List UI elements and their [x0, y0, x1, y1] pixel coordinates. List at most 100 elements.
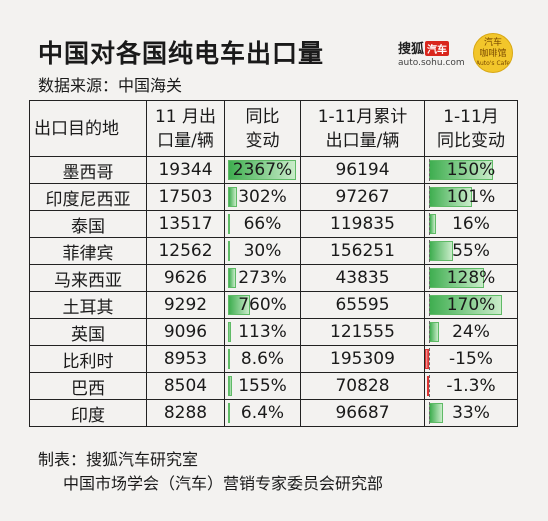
ytd-volume-cell: 119835 [300, 210, 425, 238]
auto-cafe-logo-line3: Auto's Cafe [475, 60, 511, 67]
sohu-url: auto.sohu.com [398, 58, 465, 68]
header-nov-volume: 11 月出 口量/辆 [146, 100, 225, 157]
ytd-yoy-cell: 55% [424, 237, 518, 265]
nov-yoy-bar [228, 187, 237, 207]
ytd-yoy-cell: 33% [424, 399, 518, 427]
ytd-yoy-axis [429, 213, 430, 235]
country-cell: 马来西亚 [29, 264, 147, 292]
nov-yoy-bar [228, 322, 232, 342]
ytd-volume-cell: 65595 [300, 291, 425, 319]
header-ytd-volume: 1-11月累计 出口量/辆 [300, 100, 425, 157]
table-header-row: 出口目的地 11 月出 口量/辆 同比 变动 1-11月累计 出口量/辆 1-11月同… [29, 100, 518, 157]
sohu-auto-logo: 搜狐 汽车 auto.sohu.com [398, 38, 466, 68]
nov-yoy-cell: 6.4% [224, 399, 301, 427]
header-nov-yoy: 同比 变动 [224, 100, 301, 157]
ytd-volume-cell: 97267 [300, 183, 425, 211]
data-source: 数据来源：中国海关 [38, 76, 183, 95]
table-row: 土耳其 9292 760% 65595 170% [29, 291, 518, 319]
table-row: 印度尼西亚 17503 302% 97267 101% [29, 183, 518, 211]
nov-yoy-cell: 2367% [224, 156, 301, 184]
nov-yoy-cell: 66% [224, 210, 301, 238]
ytd-yoy-cell: 170% [424, 291, 518, 319]
ytd-volume-cell: 195309 [300, 345, 425, 373]
ytd-volume-cell: 70828 [300, 372, 425, 400]
nov-yoy-bar [228, 241, 230, 261]
country-cell: 英国 [29, 318, 147, 346]
country-cell: 土耳其 [29, 291, 147, 319]
nov-yoy-cell: 8.6% [224, 345, 301, 373]
country-cell: 印度尼西亚 [29, 183, 147, 211]
nov-volume-cell: 9292 [146, 291, 225, 319]
nov-volume-cell: 8953 [146, 345, 225, 373]
ytd-yoy-bar [425, 349, 429, 369]
nov-yoy-bar [228, 295, 250, 315]
nov-yoy-bar [228, 349, 230, 369]
nov-yoy-bar [228, 160, 296, 180]
nov-yoy-cell: 113% [224, 318, 301, 346]
nov-volume-cell: 9096 [146, 318, 225, 346]
ytd-yoy-axis [429, 267, 430, 289]
table-row: 比利时 8953 8.6% 195309 -15% [29, 345, 518, 373]
nov-volume-cell: 8288 [146, 399, 225, 427]
ytd-yoy-axis [429, 240, 430, 262]
table-row: 印度 8288 6.4% 96687 33% [29, 399, 518, 427]
ytd-yoy-axis [429, 159, 430, 181]
ytd-yoy-bar [429, 214, 436, 234]
auto-cafe-logo-line2: 咖啡馆 [479, 49, 507, 59]
country-cell: 墨西哥 [29, 156, 147, 184]
ytd-yoy-bar [429, 403, 444, 423]
ytd-volume-cell: 156251 [300, 237, 425, 265]
nov-yoy-cell: 302% [224, 183, 301, 211]
auto-cafe-logo: 汽车 咖啡馆 Auto's Cafe [473, 33, 513, 73]
ytd-yoy-bar [429, 322, 440, 342]
ytd-yoy-axis [429, 375, 430, 397]
ytd-volume-cell: 96687 [300, 399, 425, 427]
nov-yoy-bar [228, 376, 233, 396]
ytd-volume-cell: 43835 [300, 264, 425, 292]
ytd-yoy-bar [427, 376, 429, 396]
header-ytd-yoy: 1-11月 同比变动 [424, 100, 518, 157]
nov-yoy-cell: 155% [224, 372, 301, 400]
export-table: 出口目的地 11 月出 口量/辆 同比 变动 1-11月累计 出口量/辆 1-11月同… [29, 100, 518, 427]
footer-partner: 中国市场学会（汽车）营销专家委员会研究部 [63, 474, 384, 493]
ytd-yoy-cell: -15% [424, 345, 518, 373]
auto-cafe-logo-line1: 汽车 [483, 38, 502, 48]
table-row: 墨西哥 19344 2367% 96194 150% [29, 156, 518, 184]
ytd-yoy-axis [429, 321, 430, 343]
ytd-yoy-bar [429, 241, 453, 261]
ytd-volume-cell: 121555 [300, 318, 425, 346]
ytd-yoy-cell: 150% [424, 156, 518, 184]
nov-volume-cell: 9626 [146, 264, 225, 292]
nov-volume-cell: 17503 [146, 183, 225, 211]
nov-yoy-cell: 760% [224, 291, 301, 319]
footer-made-by: 制表：搜狐汽车研究室 [38, 450, 199, 469]
nov-yoy-cell: 30% [224, 237, 301, 265]
ytd-yoy-axis [429, 402, 430, 424]
ytd-yoy-cell: 101% [424, 183, 518, 211]
table-row: 英国 9096 113% 121555 24% [29, 318, 518, 346]
nov-yoy-bar [228, 403, 230, 423]
table-row: 泰国 13517 66% 119835 16% [29, 210, 518, 238]
country-cell: 印度 [29, 399, 147, 427]
ytd-yoy-cell: -1.3% [424, 372, 518, 400]
table-row: 菲律宾 12562 30% 156251 55% [29, 237, 518, 265]
sohu-name: 搜狐 [398, 42, 425, 57]
ytd-yoy-cell: 24% [424, 318, 518, 346]
page-title: 中国对各国纯电车出口量 [38, 39, 325, 68]
nov-volume-cell: 13517 [146, 210, 225, 238]
ytd-yoy-cell: 128% [424, 264, 518, 292]
nov-yoy-cell: 273% [224, 264, 301, 292]
table-row: 马来西亚 9626 273% 43835 128% [29, 264, 518, 292]
country-cell: 泰国 [29, 210, 147, 238]
nov-volume-cell: 19344 [146, 156, 225, 184]
country-cell: 比利时 [29, 345, 147, 373]
header-country: 出口目的地 [29, 100, 147, 157]
ytd-yoy-axis [429, 186, 430, 208]
table-row: 巴西 8504 155% 70828 -1.3% [29, 372, 518, 400]
nov-yoy-bar [228, 214, 230, 234]
ytd-volume-cell: 96194 [300, 156, 425, 184]
country-cell: 巴西 [29, 372, 147, 400]
nov-yoy-bar [228, 268, 236, 288]
nov-volume-cell: 8504 [146, 372, 225, 400]
sohu-badge: 汽车 [425, 41, 450, 56]
